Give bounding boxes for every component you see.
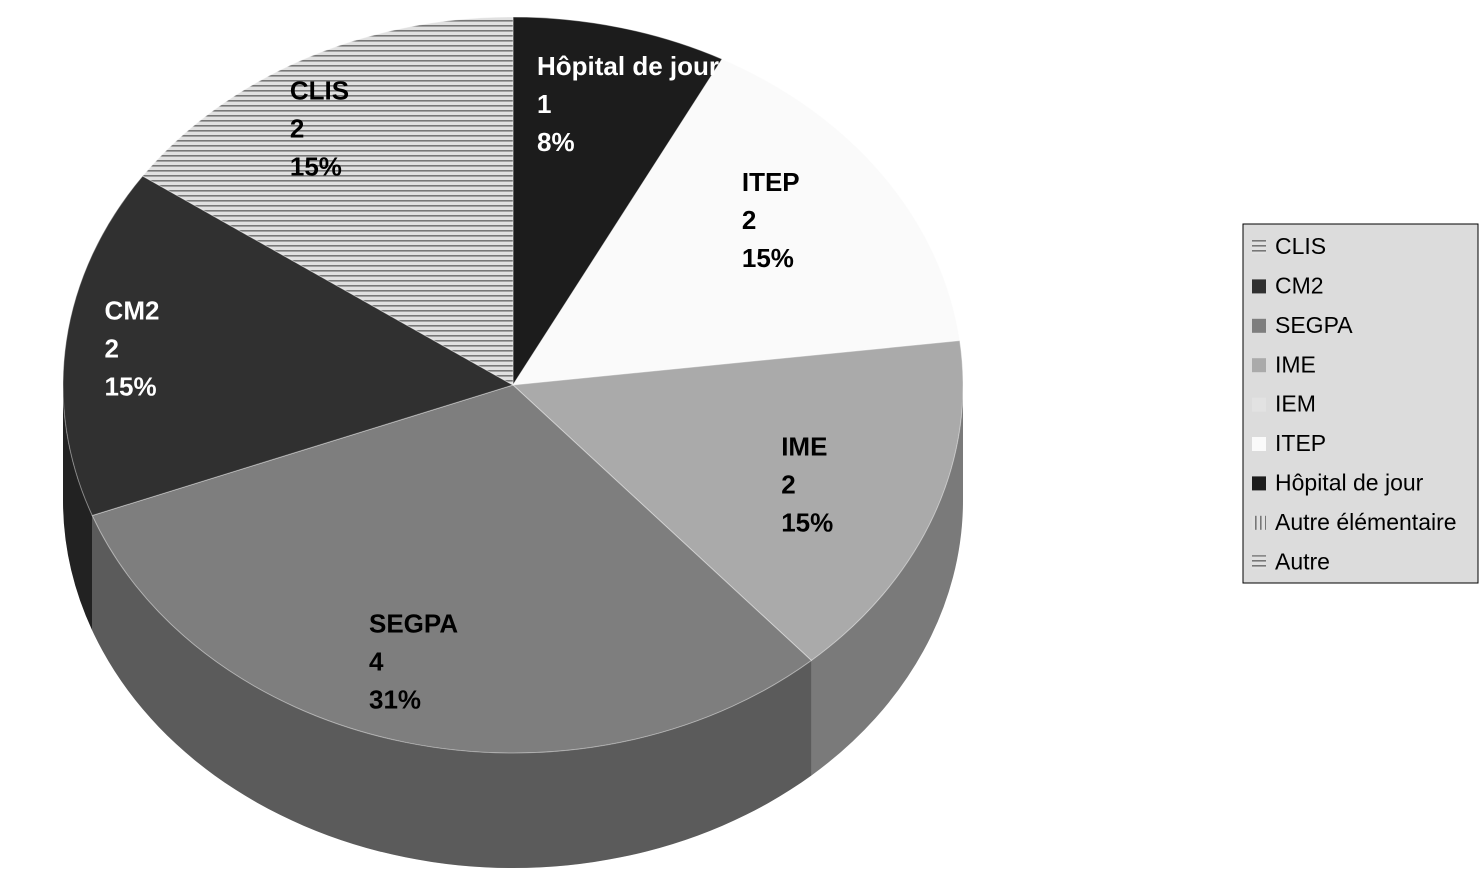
legend-swatch [1252,515,1266,530]
legend-label: Autre [1275,548,1330,574]
label-name: ITEP [742,167,800,197]
legend-label: ITEP [1275,430,1326,456]
label-value: 4 [369,647,384,677]
legend-label: Autre élémentaire [1275,509,1457,535]
legend-label: IEM [1275,391,1316,417]
pie-walls [63,385,963,869]
label-name: CM2 [105,295,160,325]
wall-shade [92,515,812,869]
legend-label: CM2 [1275,272,1324,298]
label-value: 1 [537,89,551,119]
legend-swatch [1252,279,1266,294]
legend-swatch [1252,555,1266,570]
label-value: 2 [781,470,795,500]
slice-wall [92,515,812,869]
wall-shade [63,385,93,631]
slice-wall [811,385,963,776]
data-labels: Hôpital de jour 1 8% ITEP 2 15% IME 2 15% SEGPA 4 3… [105,51,834,714]
legend-label: SEGPA [1275,312,1353,338]
label-percent: 15% [781,508,833,538]
slice [91,384,813,754]
label-name: IME [781,432,827,462]
label-value: 2 [290,114,304,144]
legend-label: IME [1275,351,1316,377]
legend-swatch [1252,240,1266,254]
legend-swatch [1252,318,1266,333]
legend-swatch [1252,358,1266,373]
label-percent: 15% [742,243,794,273]
legend-swatch [1252,437,1266,451]
slice [62,175,515,517]
wall-shade [811,385,963,776]
slice [512,58,961,386]
slice [512,16,723,387]
legend-swatch [1252,397,1266,412]
label-percent: 31% [369,685,421,715]
pie-faces [62,16,964,754]
slice [141,16,514,386]
legend-label: CLIS [1275,233,1326,259]
legend-swatch [1252,476,1266,491]
label-name: Hôpital de jour [537,51,719,81]
label-name: CLIS [290,76,349,106]
label-value: 2 [742,205,756,235]
legend-label: Hôpital de jour [1275,469,1424,495]
label-percent: 15% [290,152,342,182]
legend: CLIS CM2 SEGPA IME IEM ITEP Hôpital de jour Aut… [1252,233,1457,574]
label-percent: 15% [105,371,157,401]
slice [511,340,964,662]
legend-box [1242,223,1479,584]
label-percent: 8% [537,127,575,157]
label-name: SEGPA [369,609,458,639]
label-value: 2 [105,333,119,363]
slice-wall [63,385,93,631]
